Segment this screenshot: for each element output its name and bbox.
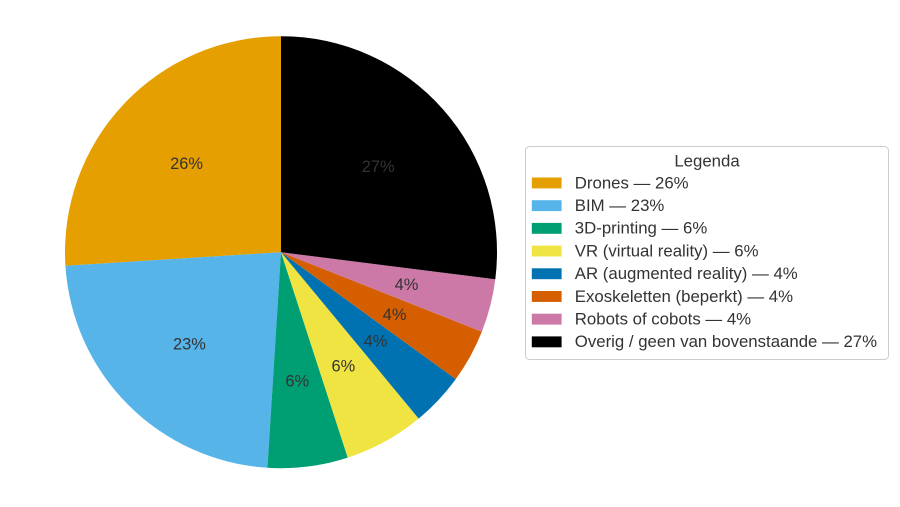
svg-text:Overig / geen van bovenstaande: Overig / geen van bovenstaande — 27% bbox=[575, 332, 877, 351]
svg-text:Drones — 26%: Drones — 26% bbox=[575, 173, 689, 192]
svg-text:6%: 6% bbox=[285, 372, 309, 390]
svg-text:Exoskeletten (beperkt) — 4%: Exoskeletten (beperkt) — 4% bbox=[575, 287, 793, 306]
svg-text:3D-printing — 6%: 3D-printing — 6% bbox=[575, 219, 708, 238]
svg-text:4%: 4% bbox=[383, 306, 407, 324]
svg-text:4%: 4% bbox=[395, 276, 419, 294]
svg-text:VR (virtual reality) — 6%: VR (virtual reality) — 6% bbox=[575, 241, 759, 260]
svg-text:AR (augmented reality) — 4%: AR (augmented reality) — 4% bbox=[575, 264, 798, 283]
svg-text:BIM — 23%: BIM — 23% bbox=[575, 196, 665, 215]
svg-text:6%: 6% bbox=[332, 357, 356, 375]
svg-text:4%: 4% bbox=[364, 332, 388, 350]
svg-text:23%: 23% bbox=[173, 335, 206, 353]
svg-text:Legenda: Legenda bbox=[674, 151, 740, 170]
svg-text:Robots of cobots — 4%: Robots of cobots — 4% bbox=[575, 310, 751, 329]
svg-text:27%: 27% bbox=[362, 158, 395, 176]
svg-text:26%: 26% bbox=[170, 155, 203, 173]
